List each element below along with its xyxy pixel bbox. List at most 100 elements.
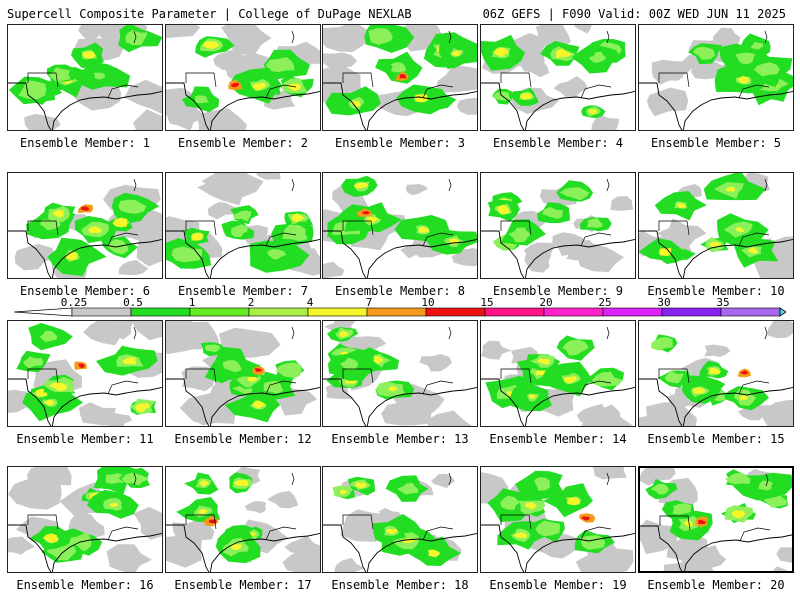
scp-contour-low	[172, 518, 215, 541]
scp-contour-lightgreen	[390, 62, 406, 73]
scp-contour-low	[323, 67, 361, 100]
state-boundary	[185, 30, 297, 99]
scp-contour-lightgreen	[725, 473, 751, 485]
scp-contour-yellow	[556, 48, 573, 58]
ensemble-member-map[interactable]	[165, 466, 321, 573]
ensemble-member-map[interactable]	[165, 172, 321, 279]
scp-contour-low	[666, 533, 708, 561]
ensemble-member-map[interactable]	[480, 466, 636, 573]
scp-contour-lightgreen	[194, 95, 209, 104]
scp-field-map	[166, 321, 320, 426]
scp-contour-low	[582, 404, 621, 426]
ensemble-member-label: Ensemble Member: 19	[489, 578, 627, 592]
scp-contour-low	[574, 25, 592, 34]
scp-contour-yellow	[683, 520, 693, 527]
scp-contour-low	[776, 547, 792, 563]
scp-contour-lightgreen	[753, 62, 780, 77]
ensemble-member-map[interactable]	[638, 320, 794, 427]
scp-contour-lightgreen	[275, 362, 302, 379]
legend-max-arrow	[779, 307, 786, 317]
scp-contour-yellow	[731, 510, 746, 519]
coastline-boundary	[8, 524, 162, 572]
scp-contour-low	[267, 491, 299, 509]
ensemble-member-label: Ensemble Member: 17	[174, 578, 312, 592]
scp-contour-yellow	[354, 482, 367, 489]
ensemble-member-map[interactable]	[322, 320, 478, 427]
scp-contour-low	[323, 52, 358, 71]
ensemble-member-map[interactable]	[480, 24, 636, 131]
coastline-boundary	[323, 378, 477, 426]
ensemble-member-map[interactable]	[7, 320, 163, 427]
scp-contour-low	[592, 467, 627, 480]
scp-contour-lightgreen	[340, 357, 359, 370]
scp-contour-yellow	[739, 394, 748, 400]
scp-contour-red	[399, 73, 407, 79]
header-bar: Supercell Composite Parameter | College …	[0, 0, 800, 24]
ensemble-member-map[interactable]	[322, 172, 478, 279]
ensemble-member-map[interactable]	[322, 466, 478, 573]
legend-tick-label: 20	[539, 296, 553, 309]
scp-contour-yellow	[588, 109, 597, 115]
ensemble-member-map[interactable]	[638, 24, 794, 131]
scp-contour-low	[760, 399, 793, 426]
coastline-boundary	[166, 82, 320, 130]
ensemble-member-map[interactable]	[165, 24, 321, 131]
legend-tick-label: 0.25	[60, 296, 88, 309]
ensemble-member-label: Ensemble Member: 11	[16, 432, 154, 446]
state-boundary	[27, 326, 139, 395]
ensemble-member-map[interactable]	[7, 24, 163, 131]
scp-contour-yellow	[388, 386, 398, 392]
scp-contour-low	[83, 321, 125, 346]
coastline-boundary	[166, 524, 320, 572]
ensemble-member-map[interactable]	[7, 466, 163, 573]
legend-color-swatch	[425, 307, 486, 317]
scp-contour-yellow	[736, 226, 745, 232]
ensemble-member-map[interactable]	[638, 172, 794, 279]
state-boundary	[185, 178, 297, 247]
scp-contour-low	[263, 89, 296, 110]
legend-color-swatch	[661, 307, 722, 317]
state-boundary	[342, 178, 454, 247]
ensemble-member-map[interactable]	[165, 320, 321, 427]
ensemble-member-label: Ensemble Member: 13	[331, 432, 469, 446]
scp-contour-lightgreen	[282, 224, 308, 242]
state-boundary	[27, 472, 139, 541]
scp-contour-yellow	[231, 544, 242, 550]
scp-contour-lightgreen	[39, 330, 58, 343]
scp-contour-yellow	[709, 241, 722, 248]
state-boundary	[500, 178, 612, 247]
ensemble-member-label: Ensemble Member: 6	[19, 284, 151, 298]
state-boundary	[27, 30, 139, 99]
scp-contour-lightgreen	[49, 67, 71, 82]
scp-contour-yellow	[122, 357, 137, 365]
ensemble-member-map[interactable]	[322, 24, 478, 131]
scp-contour-low	[323, 25, 372, 52]
scp-field-map	[166, 467, 320, 572]
scp-contour-low	[24, 113, 61, 130]
legend-tick-label: 15	[480, 296, 494, 309]
ensemble-member-map[interactable]	[638, 466, 794, 573]
scp-contour-yellow	[492, 47, 510, 58]
legend-color-swatch	[71, 307, 132, 317]
scp-field-map	[323, 321, 477, 426]
scp-contour-low	[334, 557, 365, 572]
ensemble-member-label: Ensemble Member: 8	[334, 284, 466, 298]
ensemble-member-map[interactable]	[480, 320, 636, 427]
scp-contour-lightgreen	[650, 483, 669, 495]
legend-tick-label: 30	[657, 296, 671, 309]
scp-contour-yellow	[339, 489, 348, 495]
coastline-boundary	[8, 82, 162, 130]
scp-contour-yellow	[287, 83, 301, 92]
ensemble-member-map[interactable]	[7, 172, 163, 279]
coastline-boundary	[323, 82, 477, 130]
color-scale-legend: 0.25 0.5 1 2 4 7 10 15 20 25 30 35	[14, 296, 786, 322]
ensemble-member-map[interactable]	[480, 172, 636, 279]
ensemble-member-label: Ensemble Member: 9	[492, 284, 624, 298]
scp-contour-lightgreen	[591, 371, 623, 387]
ensemble-member-label: Ensemble Member: 1	[19, 136, 151, 150]
scp-contour-red	[78, 363, 85, 369]
coastline-boundary	[481, 230, 635, 278]
state-boundary	[342, 326, 454, 395]
state-boundary	[342, 30, 454, 99]
scp-contour-lightgreen	[23, 356, 44, 369]
